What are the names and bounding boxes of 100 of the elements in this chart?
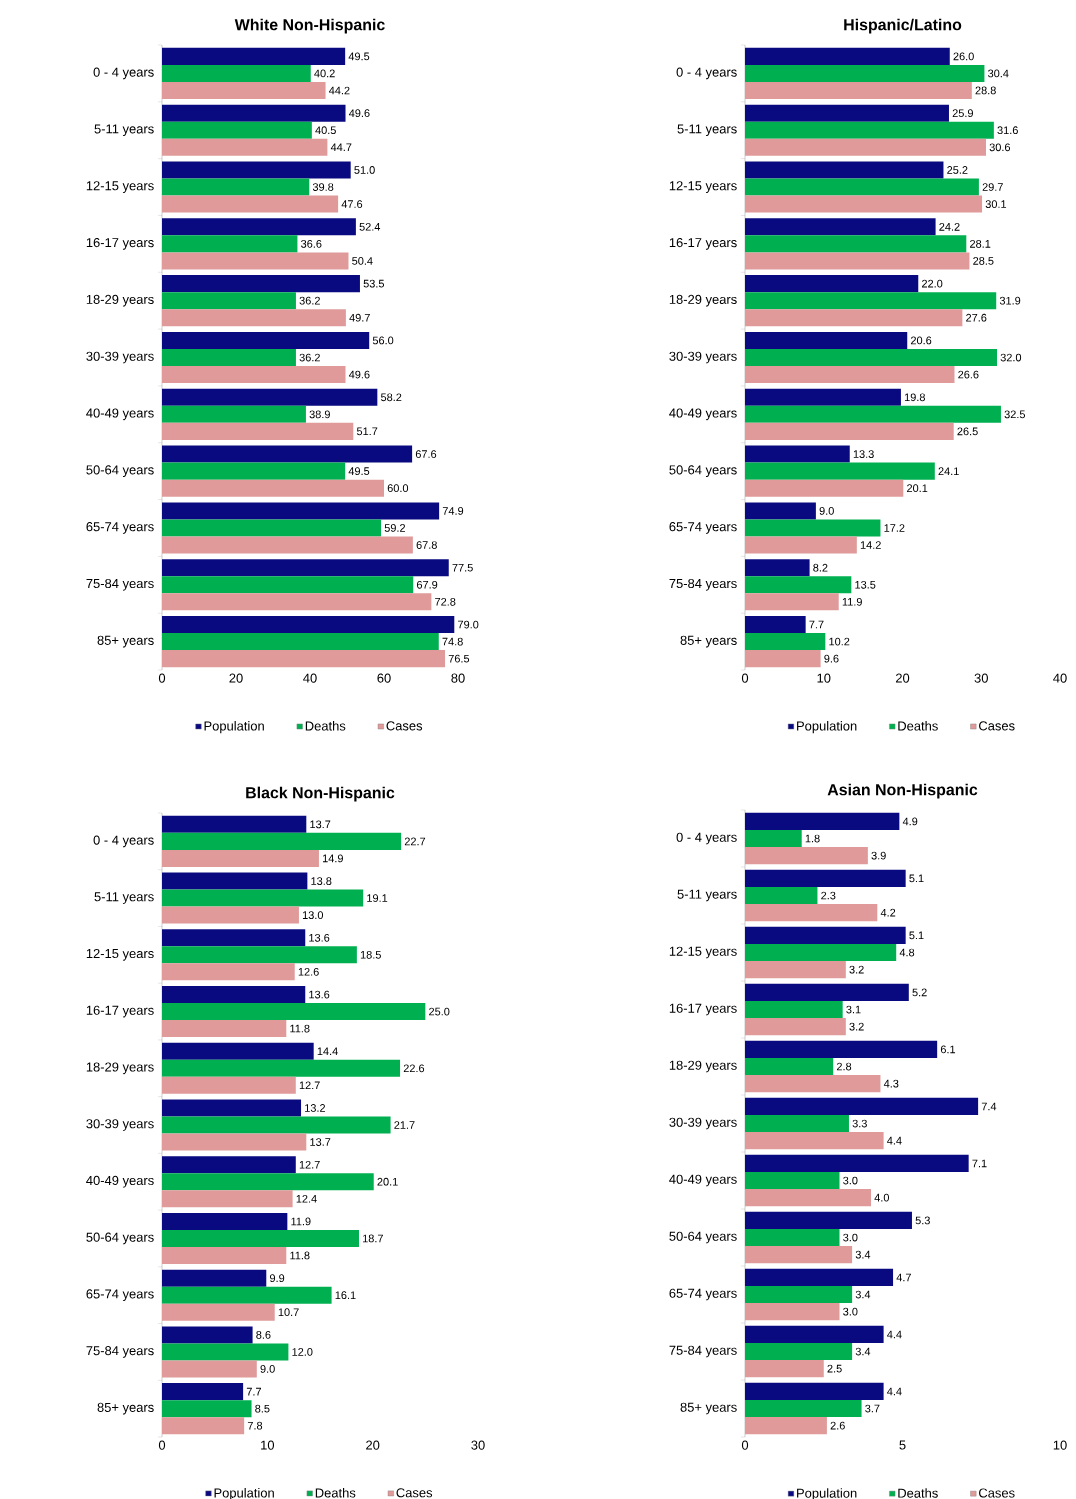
data-label: 30.1 bbox=[985, 200, 1007, 208]
y-tick-label: 50-64 years bbox=[86, 465, 154, 477]
data-label: 49.5 bbox=[348, 52, 370, 61]
data-label: 3.0 bbox=[843, 1233, 858, 1242]
y-tick-label: 5-11 years bbox=[677, 889, 737, 902]
bar bbox=[745, 1285, 853, 1304]
bar bbox=[162, 161, 351, 179]
bar bbox=[745, 1303, 840, 1321]
data-label: 12.7 bbox=[299, 1160, 320, 1169]
y-tick-label: 75-84 years bbox=[86, 578, 154, 591]
bar bbox=[162, 1076, 296, 1094]
bar bbox=[745, 1189, 872, 1207]
bar bbox=[745, 275, 919, 293]
bar bbox=[162, 616, 455, 634]
data-label: 4.2 bbox=[880, 908, 896, 917]
data-label: 29.7 bbox=[982, 183, 1003, 191]
bar bbox=[162, 388, 378, 406]
y-tick-label: 18-29 years bbox=[669, 1060, 737, 1073]
bar bbox=[745, 1040, 938, 1058]
data-label: 13.5 bbox=[855, 580, 876, 589]
data-label: 4.8 bbox=[899, 948, 915, 957]
bar bbox=[745, 1075, 881, 1093]
bar bbox=[745, 1000, 843, 1019]
bar bbox=[162, 559, 449, 577]
data-label: 1.8 bbox=[805, 834, 820, 843]
data-label: 30.4 bbox=[988, 69, 1009, 78]
bar bbox=[162, 1116, 391, 1134]
data-label: 25.0 bbox=[429, 1007, 450, 1016]
y-tick-label: 18-29 years bbox=[669, 294, 737, 307]
x-tick-label: 10 bbox=[1053, 1440, 1067, 1450]
y-tick-label: 65-74 years bbox=[669, 522, 737, 534]
y-tick-label: 40-49 years bbox=[669, 408, 737, 421]
bar bbox=[162, 331, 370, 349]
data-label: 2.5 bbox=[827, 1364, 842, 1373]
data-label: 14.4 bbox=[317, 1047, 338, 1056]
bar bbox=[745, 536, 857, 554]
data-label: 28.5 bbox=[973, 257, 994, 265]
bar bbox=[745, 1132, 884, 1150]
y-tick-label: 0 - 4 years bbox=[93, 67, 154, 80]
bar bbox=[745, 218, 936, 236]
bar bbox=[745, 331, 908, 349]
data-label: 51.0 bbox=[354, 166, 375, 174]
bar bbox=[745, 195, 983, 213]
data-label: 13.3 bbox=[853, 450, 874, 458]
data-label: 3.0 bbox=[843, 1307, 858, 1316]
bar bbox=[162, 1003, 426, 1021]
data-label: 9.6 bbox=[824, 654, 839, 663]
data-label: 12.7 bbox=[299, 1081, 320, 1090]
bar bbox=[745, 1097, 979, 1115]
chart-title: Black Non-Hispanic bbox=[246, 786, 395, 802]
data-label: 4.4 bbox=[887, 1387, 902, 1396]
data-label: 3.9 bbox=[871, 851, 886, 860]
bar bbox=[745, 829, 802, 848]
data-label: 44.2 bbox=[328, 86, 350, 95]
data-label: 3.2 bbox=[849, 965, 864, 974]
bar bbox=[162, 1326, 253, 1344]
data-label: 7.4 bbox=[981, 1102, 997, 1111]
legend-label: Cases bbox=[979, 1488, 1015, 1498]
data-label: 16.1 bbox=[335, 1291, 356, 1300]
bar bbox=[162, 422, 354, 440]
data-label: 2.6 bbox=[830, 1421, 845, 1430]
x-tick-label: 20 bbox=[229, 673, 243, 683]
bar bbox=[745, 943, 897, 962]
data-label: 76.5 bbox=[448, 654, 470, 663]
bar bbox=[162, 832, 402, 850]
data-label: 3.1 bbox=[846, 1005, 861, 1014]
legend-label: Deaths bbox=[315, 1487, 356, 1498]
bar bbox=[745, 1417, 827, 1435]
bar bbox=[745, 138, 986, 156]
data-label: 12.0 bbox=[292, 1348, 313, 1356]
bar bbox=[745, 121, 994, 139]
y-tick-label: 40-49 years bbox=[86, 408, 154, 421]
bar bbox=[745, 1154, 969, 1172]
data-label: 4.0 bbox=[874, 1193, 889, 1202]
bar bbox=[745, 47, 950, 65]
data-label: 4.4 bbox=[887, 1330, 902, 1339]
y-tick-label: 50-64 years bbox=[86, 1232, 154, 1245]
bar bbox=[162, 1417, 245, 1435]
y-tick-label: 65-74 years bbox=[669, 1288, 737, 1301]
data-label: 28.8 bbox=[975, 86, 996, 95]
data-label: 4.7 bbox=[896, 1273, 911, 1282]
bar bbox=[162, 1383, 244, 1401]
data-label: 11.9 bbox=[291, 1217, 311, 1226]
bar bbox=[162, 963, 295, 981]
data-label: 7.8 bbox=[247, 1421, 263, 1430]
data-label: 18.7 bbox=[363, 1234, 383, 1243]
bar bbox=[162, 633, 439, 651]
data-label: 12.6 bbox=[298, 967, 319, 976]
data-label: 3.3 bbox=[852, 1119, 867, 1128]
bar bbox=[162, 650, 446, 668]
y-tick-label: 12-15 years bbox=[86, 948, 154, 961]
legend-label: Deaths bbox=[305, 721, 346, 731]
data-label: 27.6 bbox=[966, 313, 987, 322]
bar bbox=[162, 405, 306, 423]
bar bbox=[162, 889, 364, 907]
y-tick-label: 75-84 years bbox=[669, 578, 737, 591]
y-tick-label: 5-11 years bbox=[677, 124, 737, 137]
bar bbox=[745, 388, 901, 406]
data-label: 3.4 bbox=[855, 1290, 871, 1299]
bar bbox=[745, 1246, 853, 1264]
